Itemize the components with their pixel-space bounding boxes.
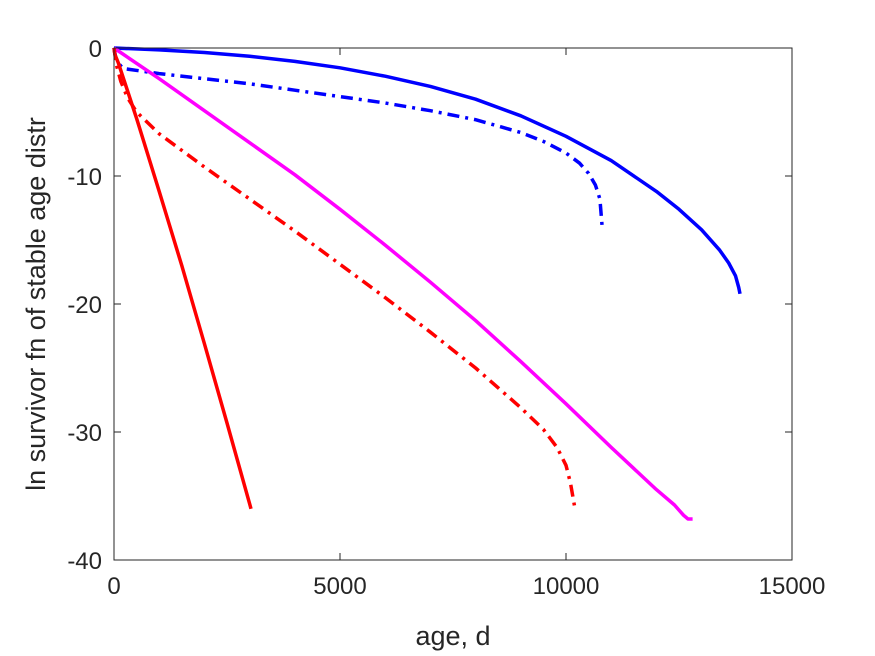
- y-tick-label: 0: [89, 36, 102, 63]
- series-line-2: [112, 47, 604, 228]
- x-axis-label: age, d: [415, 621, 490, 651]
- series-line-5: [112, 47, 253, 510]
- series-line-1: [113, 46, 742, 295]
- tick-layer: 0 5000 10000 15000 0 -10 -20 -30 -40: [67, 36, 825, 600]
- x-tick-label: 15000: [759, 573, 826, 600]
- x-tick-label: 5000: [313, 573, 366, 600]
- series-layer: [112, 46, 742, 521]
- x-tick-label: 10000: [533, 573, 600, 600]
- series-line-3: [113, 46, 693, 521]
- y-tick-label: -20: [67, 292, 102, 319]
- y-axis-label: ln survivor fn of stable age distr: [21, 117, 51, 491]
- y-tick-label: -40: [67, 548, 102, 575]
- y-tick-label: -10: [67, 164, 102, 191]
- y-tick-label: -30: [67, 420, 102, 447]
- plot-background: [114, 48, 792, 560]
- x-tick-label: 0: [107, 573, 120, 600]
